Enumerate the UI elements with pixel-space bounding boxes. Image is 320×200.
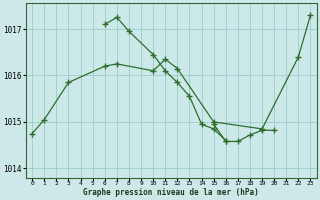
X-axis label: Graphe pression niveau de la mer (hPa): Graphe pression niveau de la mer (hPa)	[84, 188, 259, 197]
